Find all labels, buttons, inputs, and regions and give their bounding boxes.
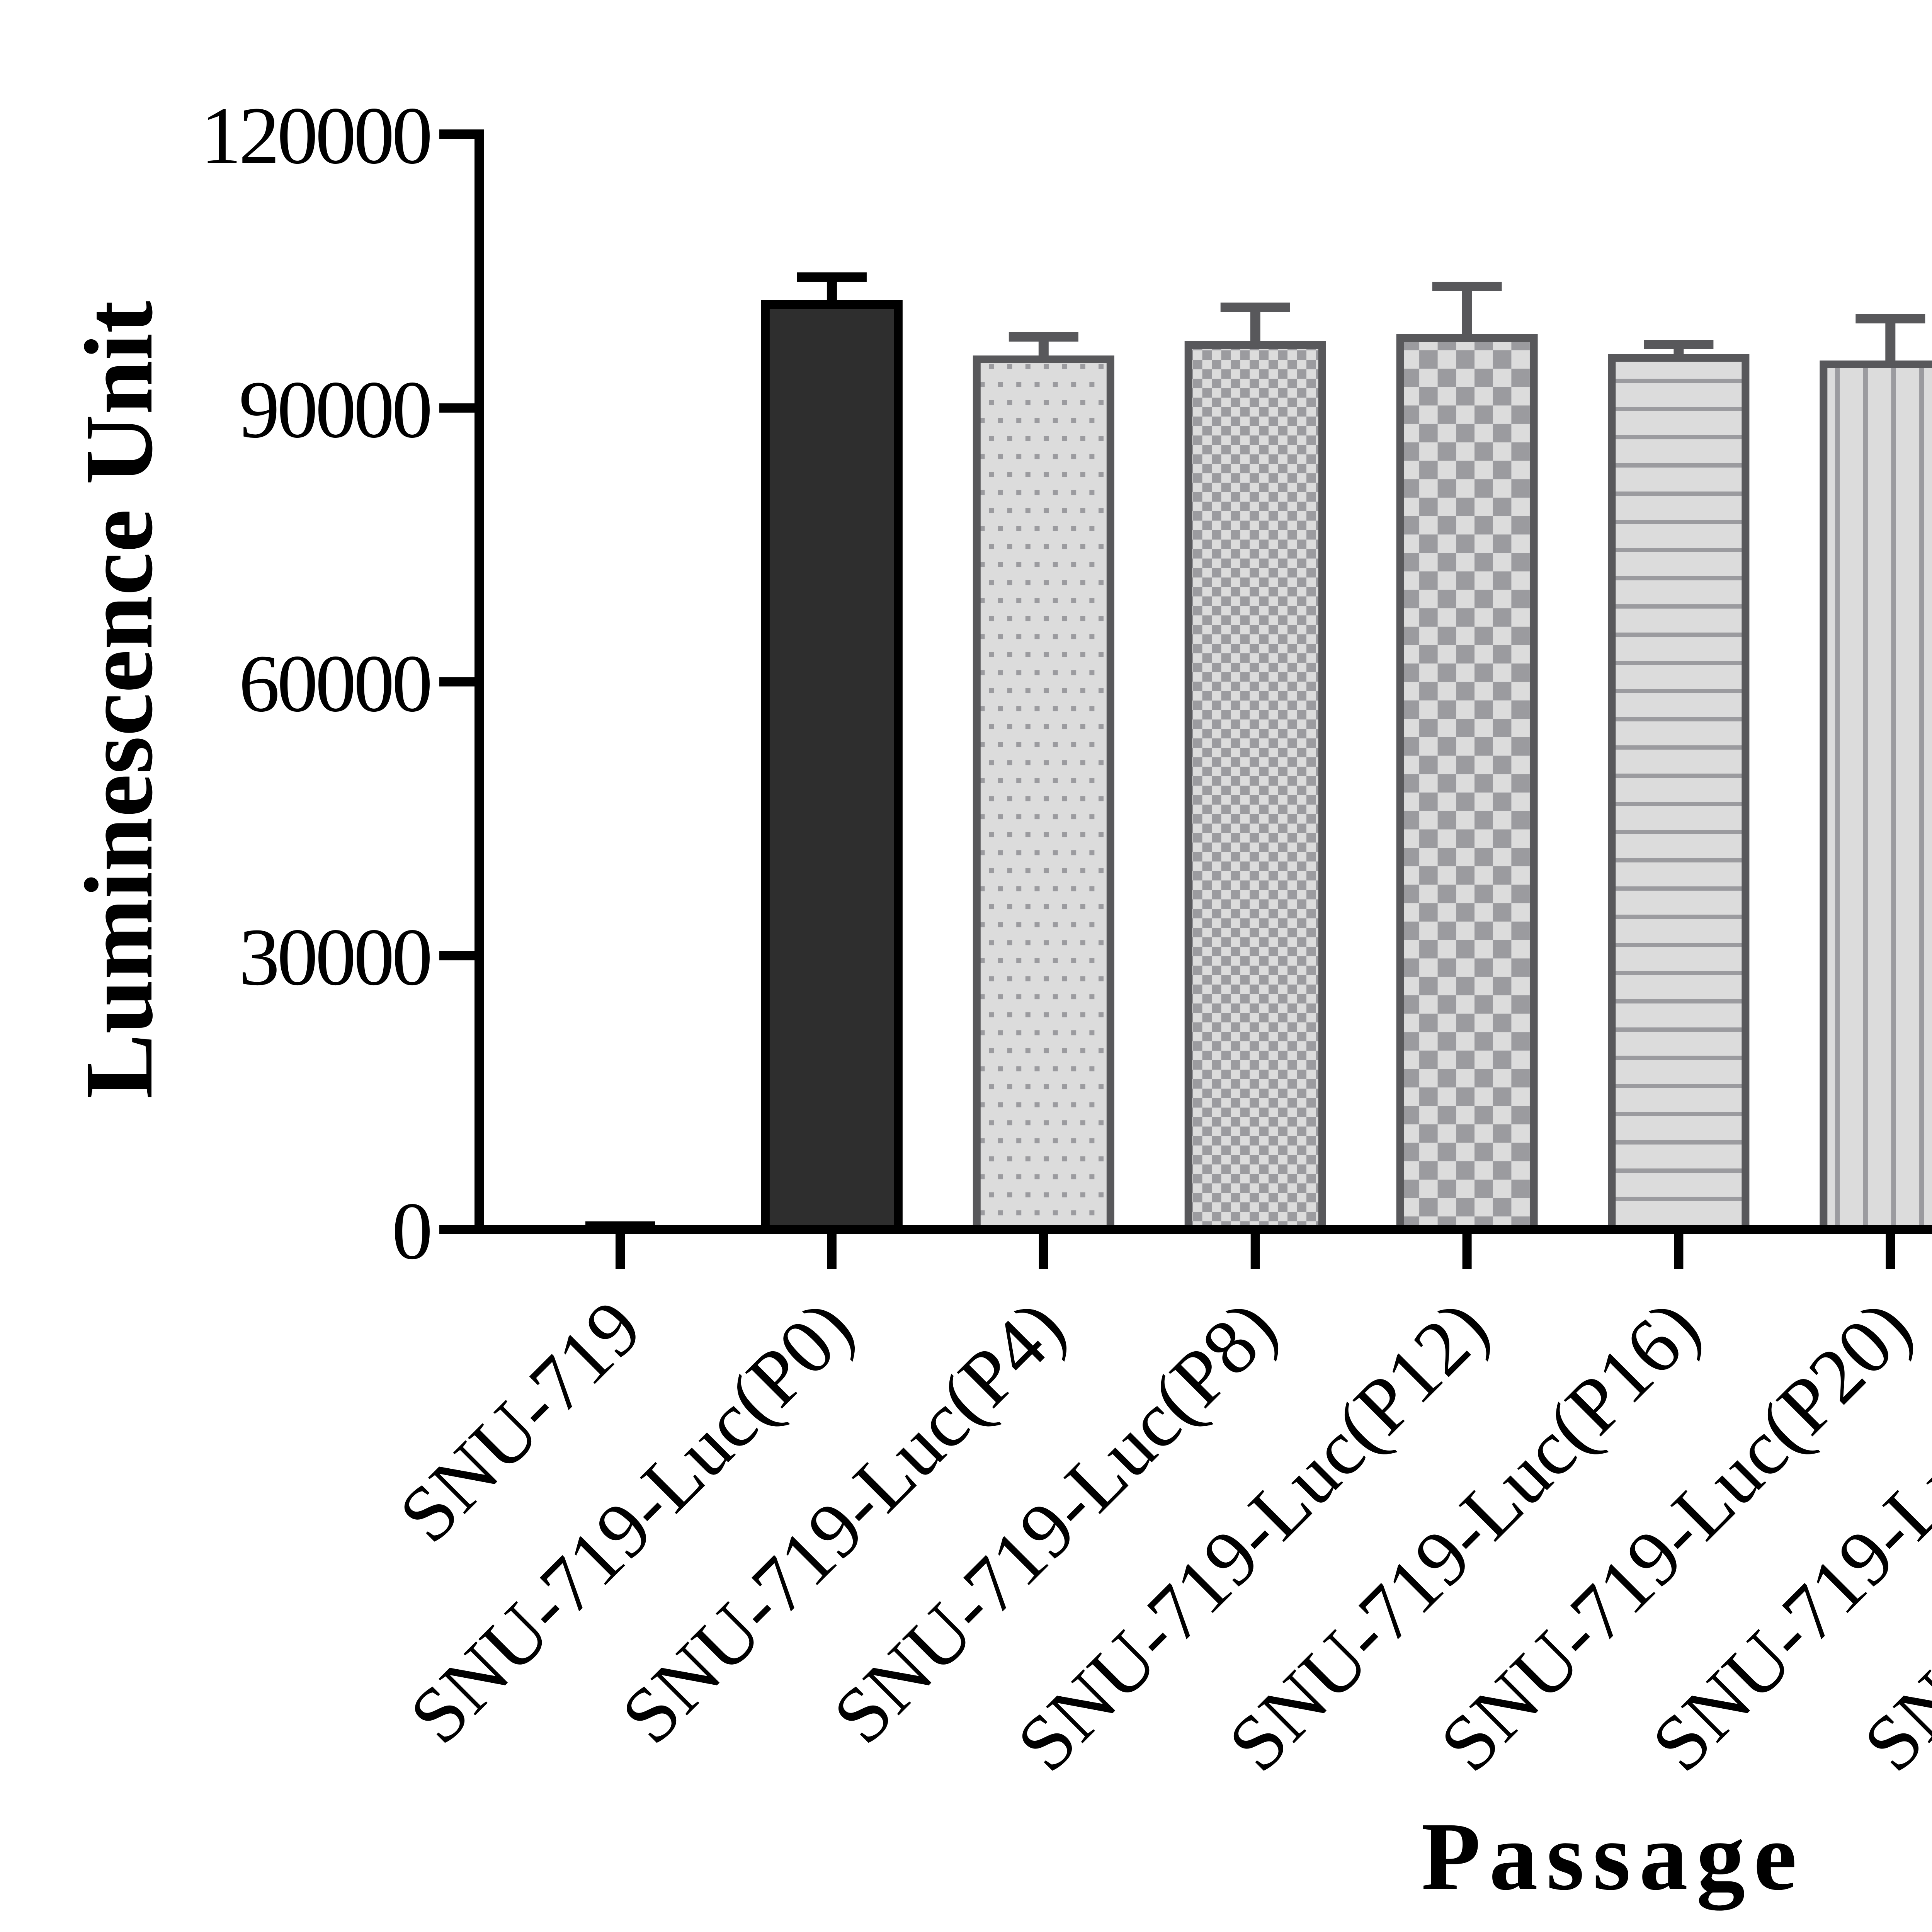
svg-text:60000: 60000 — [239, 638, 430, 729]
svg-text:Passage: Passage — [1421, 1802, 1805, 1911]
svg-text:Luminescence Unit: Luminescence Unit — [65, 301, 173, 1099]
svg-text:90000: 90000 — [239, 364, 430, 455]
svg-text:120000: 120000 — [201, 90, 430, 181]
svg-text:30000: 30000 — [239, 912, 430, 1002]
svg-text:0: 0 — [392, 1185, 430, 1276]
